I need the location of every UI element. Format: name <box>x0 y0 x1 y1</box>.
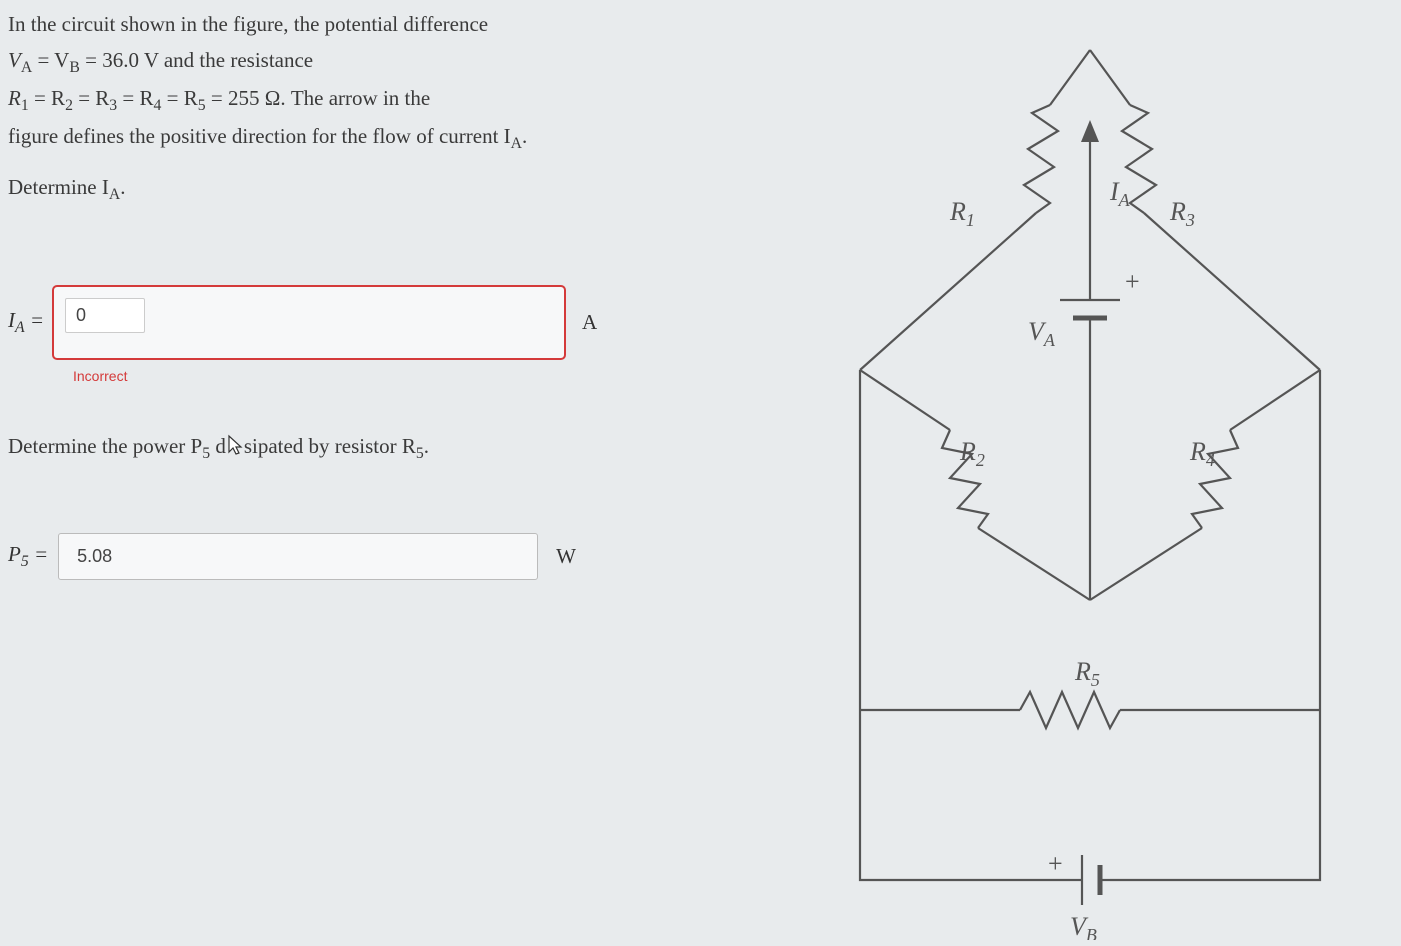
problem-panel: In the circuit shown in the figure, the … <box>8 8 768 610</box>
problem-line-5: Determine IA. <box>8 171 768 207</box>
answer-row-p5: P5 = W <box>8 533 768 580</box>
label-vb-plus: + <box>1048 849 1063 878</box>
input-container-p5 <box>58 533 538 580</box>
determine-ia: Determine I <box>8 175 109 199</box>
sub-2: 2 <box>65 97 73 114</box>
problem-line-1: In the circuit shown in the figure, the … <box>8 8 768 42</box>
answer-input-p5[interactable] <box>67 540 529 573</box>
label-vb: VB <box>1070 912 1097 940</box>
answer-input-ia[interactable] <box>65 298 145 333</box>
feedback-incorrect: Incorrect <box>73 368 768 384</box>
line5-sub: A <box>109 186 120 203</box>
sub-b: B <box>69 59 80 76</box>
ia-eq: = <box>25 308 44 332</box>
q2-sub5a: 5 <box>202 445 210 462</box>
label-r4: R4 <box>1189 437 1215 470</box>
line5-dot: . <box>120 175 125 199</box>
var-r1: R <box>8 86 21 110</box>
ia-sub: A <box>15 319 25 336</box>
q2-text-a: Determine the power P <box>8 434 202 458</box>
answer-block-p5: P5 = W <box>8 533 768 580</box>
label-r1: R1 <box>949 197 975 230</box>
answer-label-ia: IA = <box>8 308 44 337</box>
line4-sub: A <box>511 136 522 153</box>
cursor-icon <box>226 434 244 462</box>
line2-tail: = 36.0 V and the resistance <box>80 48 313 72</box>
q2-text-c: sipated by resistor R <box>244 434 416 458</box>
label-r2: R2 <box>959 437 985 470</box>
label-r5: R5 <box>1074 657 1100 690</box>
q2-sub5b: 5 <box>416 445 424 462</box>
unit-a: A <box>582 310 597 335</box>
p5-var: P <box>8 542 21 566</box>
eq-r4: = R <box>117 86 153 110</box>
answer-row-ia: IA = A <box>8 287 768 358</box>
label-va: VA <box>1028 317 1056 350</box>
sub-5: 5 <box>198 97 206 114</box>
circuit-diagram: IA + VA R1 R3 R2 R4 R5 + VB <box>790 10 1390 940</box>
eq-r3: = R <box>73 86 109 110</box>
eq-r2: = R <box>29 86 65 110</box>
line4-text: figure defines the positive direction fo… <box>8 124 511 148</box>
sub-a: A <box>21 59 32 76</box>
answer-block-ia: IA = A Incorrect <box>8 287 768 384</box>
problem-line-4: figure defines the positive direction fo… <box>8 120 768 156</box>
sub-1: 1 <box>21 97 29 114</box>
problem-line-2: VA = VB = 36.0 V and the resistance <box>8 44 768 80</box>
label-va-plus: + <box>1125 267 1140 296</box>
label-r3: R3 <box>1169 197 1195 230</box>
input-container-ia <box>54 287 564 358</box>
var-va: V <box>8 48 21 72</box>
answer-label-p5: P5 = <box>8 542 48 571</box>
unit-w: W <box>556 544 576 569</box>
p5-eq: = <box>29 542 48 566</box>
q2-text-b: d <box>210 434 226 458</box>
ia-var: I <box>8 308 15 332</box>
problem-line-3: R1 = R2 = R3 = R4 = R5 = 255 Ω. The arro… <box>8 82 768 118</box>
line3-tail: = 255 Ω. The arrow in the <box>206 86 431 110</box>
eq-r5: = R <box>161 86 197 110</box>
question-p5: Determine the power P5 dsipated by resis… <box>8 434 768 463</box>
p5-sub: 5 <box>21 553 29 570</box>
label-ia: IA <box>1109 177 1131 210</box>
q2-text-d: . <box>424 434 429 458</box>
eq-vb: = V <box>32 48 69 72</box>
problem-statement: In the circuit shown in the figure, the … <box>8 8 768 207</box>
line4-dot: . <box>522 124 527 148</box>
sub-3: 3 <box>109 97 117 114</box>
